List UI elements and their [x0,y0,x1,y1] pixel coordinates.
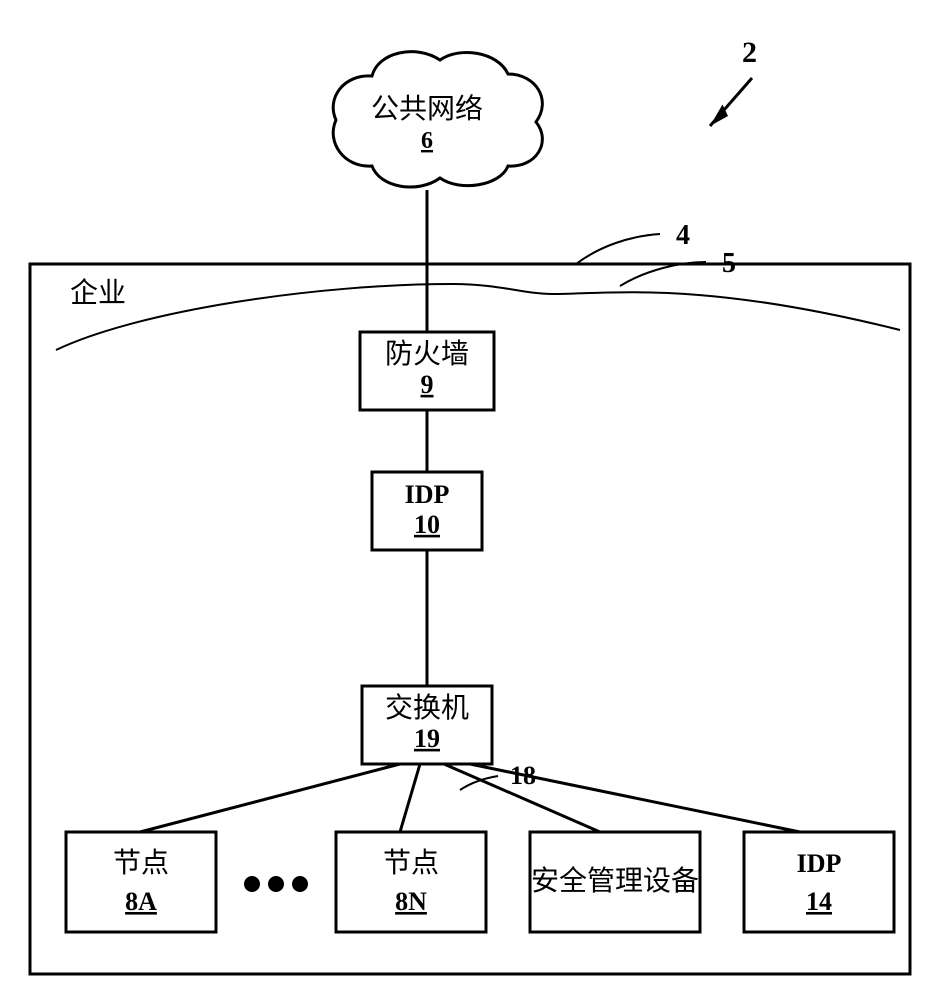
box-sec_mgmt-label: 安全管理设备 [531,865,699,897]
box-node_a [66,832,216,932]
label-4: 4 [676,220,690,251]
box-idp_14-number: 14 [806,887,832,916]
box-idp_14-label: IDP [797,849,842,878]
box-switch-number: 19 [414,724,440,753]
box-node_a-label: 节点 [113,847,169,879]
label-5: 5 [722,248,736,279]
box-idp_main-number: 10 [414,510,440,539]
ellipsis-dot-3 [292,876,308,892]
box-idp_main-label: IDP [405,480,450,509]
cloud-number: 6 [421,128,433,154]
box-node_a-number: 8A [125,887,157,916]
ellipsis-dot-2 [268,876,284,892]
box-node_n-label: 节点 [383,847,439,879]
box-node_n-number: 8N [395,887,427,916]
cloud-label: 公共网络 [371,93,483,125]
label-18: 18 [510,761,536,790]
network-diagram: 企业54公共网络6218防火墙9IDP10交换机19节点8A节点8N安全管理设备… [0,0,935,1000]
ellipsis-dot-1 [244,876,260,892]
box-firewall-label: 防火墙 [385,338,469,370]
box-switch-label: 交换机 [385,692,469,724]
label-2: 2 [742,36,757,69]
box-node_n [336,832,486,932]
enterprise-label: 企业 [70,277,126,309]
box-firewall-number: 9 [421,370,434,399]
box-idp_14 [744,832,894,932]
